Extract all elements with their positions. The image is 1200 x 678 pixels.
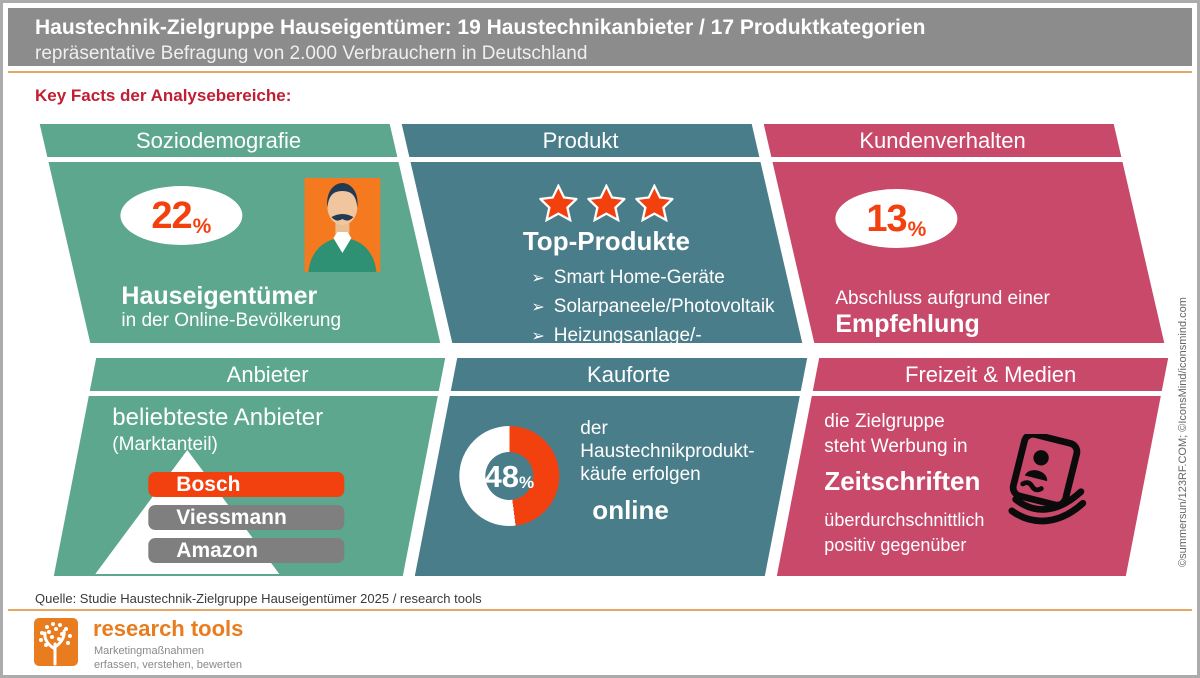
- panel-kauforte-body: 48 % der Haustechnikprodukt- käufe erfol…: [415, 396, 800, 576]
- ranking-subline: (Marktanteil): [112, 434, 218, 455]
- arrow-bullet-icon: ➢: [531, 328, 545, 345]
- panel-kauforte-band: Kauforte: [451, 358, 807, 391]
- ranking-bar-3: Amazon: [148, 538, 345, 563]
- stat-unit: %: [519, 473, 535, 492]
- image-credit: ©summersun/123RF.COM; ©IconsMind/iconsmi…: [1177, 297, 1189, 567]
- list-item: ➢ Smart Home-Geräte: [531, 264, 781, 293]
- caption-line: Abschluss aufgrund einer: [835, 288, 1050, 309]
- panel-kundenverhalten-body: 13 % Abschluss aufgrund einer Empfehlung: [772, 162, 1165, 343]
- rating-stars: [431, 184, 781, 222]
- panel-title: Soziodemografie: [135, 127, 302, 153]
- panel-anbieter-body: beliebteste Anbieter (Marktanteil) Bosch…: [53, 396, 439, 576]
- footer-divider: [8, 609, 1192, 611]
- text-line: positiv gegenüber: [823, 535, 967, 555]
- panel-row-1: Soziodemografie 22 %: [39, 124, 1165, 375]
- ranking-bar-2: Viessmann: [148, 505, 345, 530]
- stat-ellipse: 13 %: [835, 189, 958, 248]
- panel-freizeit-medien: Freizeit & Medien die Zielgruppe steht W…: [776, 358, 1169, 576]
- donut-description: der Haustechnikprodukt- käufe erfolgen: [581, 417, 755, 486]
- magazine-icon: [1008, 434, 1086, 525]
- star-icon: [635, 184, 674, 222]
- page-title: Haustechnik-Zielgruppe Hauseigentümer: 1…: [35, 16, 926, 39]
- star-icon: [539, 184, 578, 222]
- panel-anbieter: Anbieter beliebteste Anbieter (Marktante…: [53, 358, 446, 576]
- panel-kundenverhalten: Kundenverhalten 13 % Abschluss aufgrund …: [763, 124, 1165, 343]
- panel-soziodemografie-band: Soziodemografie: [39, 124, 398, 157]
- list-item: ➢ Solarpaneele/Photovoltaik: [531, 293, 781, 322]
- text-line: steht Werbung in: [823, 436, 968, 457]
- panel-title: Kundenverhalten: [859, 127, 1026, 153]
- panel-soziodemografie: Soziodemografie 22 %: [39, 124, 441, 343]
- desc-line: käufe erfolgen: [580, 464, 702, 485]
- panel-kauforte: Kauforte 48 % der Haustechnikprodukt- kä…: [415, 358, 807, 576]
- panel-soziodemografie-body: 22 % Hauseigentümer in der On: [48, 162, 441, 343]
- desc-line: der: [580, 418, 609, 439]
- online-highlight: online: [592, 495, 670, 525]
- caption-highlight: Empfehlung: [835, 310, 980, 338]
- ranking-headline: beliebteste Anbieter: [112, 404, 324, 431]
- caption-headline: Hauseigentümer: [121, 282, 318, 310]
- panel-caption: Abschluss aufgrund einer Empfehlung: [835, 288, 1049, 338]
- stat-value: 48: [484, 458, 520, 494]
- arrow-bullet-icon: ➢: [531, 270, 545, 287]
- arrow-bullet-icon: ➢: [531, 299, 545, 316]
- stat-value: 13: [866, 197, 907, 240]
- panel-produkt-body: Top-Produkte ➢ Smart Home-Geräte ➢ Solarpa…: [410, 162, 803, 375]
- tagline-line: Marketingmaßnahmen: [94, 645, 205, 657]
- section-heading: Key Facts der Analysebereiche:: [35, 86, 292, 105]
- text-line: überdurchschnittlich: [823, 510, 985, 530]
- text-line: die Zielgruppe: [823, 411, 945, 432]
- donut-label: 48 %: [460, 426, 560, 526]
- stat-ellipse: 22 %: [120, 186, 243, 245]
- stat-unit: %: [907, 218, 927, 241]
- source-note: Quelle: Studie Haustechnik-Zielgruppe Ha…: [35, 591, 482, 606]
- panel-produkt: Produkt Top-Produkte ➢ Smart Home-Geräte …: [401, 124, 803, 375]
- panel-title: Kauforte: [587, 361, 671, 387]
- stat-value: 22: [151, 194, 192, 237]
- homeowner-avatar-icon: [304, 178, 381, 272]
- list-item-label: Solarpaneele/Photovoltaik: [553, 296, 775, 317]
- panel-title: Produkt: [542, 127, 619, 153]
- panel-kundenverhalten-band: Kundenverhalten: [763, 124, 1122, 157]
- brand-name: research tools: [93, 616, 244, 641]
- caption-subline: in der Online-Bevölkerung: [121, 310, 342, 331]
- panel-title: Anbieter: [226, 361, 309, 387]
- magazines-highlight: Zeitschriften: [823, 466, 980, 496]
- panel-row-2: Anbieter beliebteste Anbieter (Marktante…: [53, 358, 1169, 576]
- donut-chart: 48 %: [459, 426, 560, 526]
- panel-anbieter-band: Anbieter: [89, 358, 446, 391]
- list-item-label: Smart Home-Geräte: [553, 267, 725, 288]
- media-text-bottom: überdurchschnittlich positiv gegenüber: [824, 508, 984, 558]
- star-icon: [587, 184, 626, 222]
- research-tools-logo-icon: [34, 618, 78, 666]
- panel-caption: Hauseigentümer in der Online-Bevölkerung: [121, 282, 341, 332]
- media-text-top: die Zielgruppe steht Werbung in: [824, 409, 967, 459]
- header-divider: [8, 71, 1192, 73]
- panel-freizeit-medien-body: die Zielgruppe steht Werbung in Zeitschr…: [776, 396, 1161, 576]
- panel-produkt-band: Produkt: [401, 124, 760, 157]
- panel-title: Freizeit & Medien: [904, 361, 1076, 387]
- desc-line: Haustechnikprodukt-: [580, 441, 755, 462]
- header: Haustechnik-Zielgruppe Hauseigentümer: 1…: [8, 8, 1192, 66]
- page-subtitle: repräsentative Befragung von 2.000 Verbr…: [35, 43, 588, 64]
- top-products-headline: Top-Produkte: [522, 226, 690, 256]
- tagline-line: erfassen, verstehen, bewerten: [94, 659, 242, 671]
- brand-taglines: Marketingmaßnahmen erfassen, verstehen, …: [94, 644, 242, 672]
- panel-freizeit-medien-band: Freizeit & Medien: [812, 358, 1169, 391]
- stat-unit: %: [192, 215, 212, 238]
- ranking-bar-1: Bosch: [148, 472, 345, 497]
